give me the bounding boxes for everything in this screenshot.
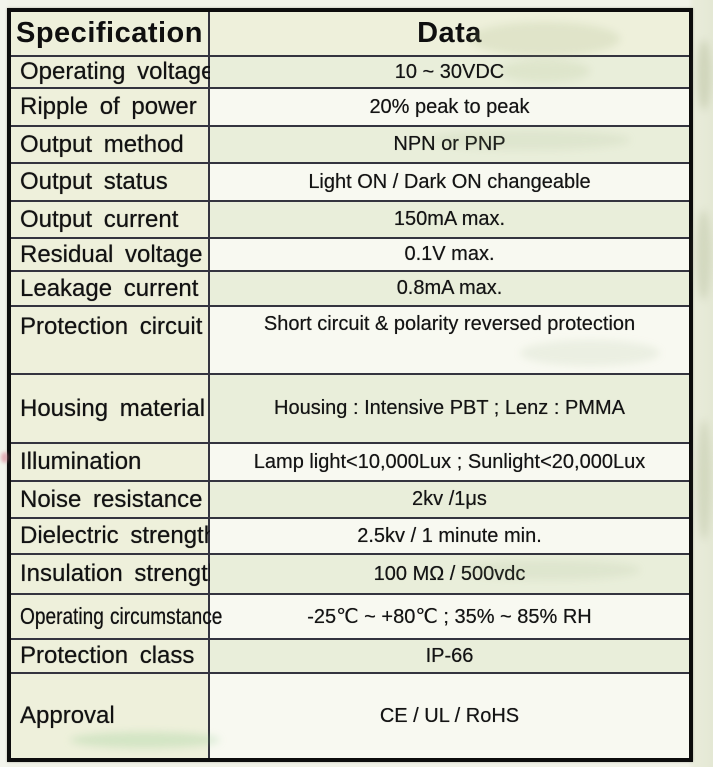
spec-cell: Noise resistance [11, 482, 210, 517]
table-row: Output status Light ON / Dark ON changea… [11, 164, 689, 202]
table-row: Output current 150mA max. [11, 202, 689, 239]
table-row: Ripple of power 20% peak to peak [11, 89, 689, 127]
spec-header-cell: Specification [11, 12, 210, 55]
table-row: Noise resistance 2kv /1μs [11, 482, 689, 519]
spec-cell: Illumination [11, 444, 210, 480]
data-cell: 20% peak to peak [210, 89, 689, 125]
data-value: 2kv /1μs [412, 488, 487, 510]
data-header-cell: Data [210, 12, 689, 55]
spec-label: Output status [20, 168, 168, 195]
table-row: Protection circuit Short circuit & polar… [11, 307, 689, 375]
spec-cell: Output current [11, 202, 210, 237]
data-value: 0.8mA max. [396, 277, 503, 299]
table-row: Leakage current 0.8mA max. [11, 272, 689, 307]
spec-cell: Output method [11, 127, 210, 162]
table-row: Housing material Housing : Intensive PBT… [11, 375, 689, 444]
spec-label: Leakage current [20, 274, 199, 302]
data-value: 100 MΩ / 500vdc [373, 562, 526, 585]
data-cell: Lamp light<10,000Lux ; Sunlight<20,000Lu… [210, 444, 689, 480]
spec-label: Illumination [20, 448, 142, 475]
spec-label: Output method [20, 130, 184, 158]
table-row: Operating voltage 10 ~ 30VDC [11, 57, 689, 89]
data-value: Light ON / Dark ON changeable [308, 170, 591, 193]
data-value: 10 ~ 30VDC [394, 60, 505, 83]
bleedthrough-artifact [696, 210, 711, 300]
specification-table: Specification Data Operating voltage 10 … [7, 8, 693, 762]
spec-cell: Approval [11, 674, 210, 758]
spec-label: Output current [20, 205, 179, 233]
data-cell: Light ON / Dark ON changeable [210, 164, 689, 200]
table-row: Approval CE / UL / RoHS [11, 674, 689, 758]
data-cell: 2kv /1μs [210, 482, 689, 517]
data-value: 0.1V max. [404, 243, 495, 265]
spec-cell: Output status [11, 164, 210, 200]
table-header-row: Specification Data [11, 12, 689, 57]
spec-label: Protection class [20, 642, 195, 669]
spec-label: Ripple of power [20, 93, 197, 120]
data-cell: Short circuit & polarity reversed protec… [210, 307, 689, 373]
data-cell: -25℃ ~ +80℃ ; 35% ~ 85% RH [210, 595, 689, 638]
spec-cell: Protection circuit [11, 307, 210, 373]
data-value: 2.5kv / 1 minute min. [357, 524, 542, 547]
spec-cell: Dielectric strength [11, 519, 217, 553]
table-row: Insulation strength 100 MΩ / 500vdc [11, 555, 689, 595]
data-value: CE / UL / RoHS [379, 704, 520, 727]
spec-cell: Operating voltage [11, 57, 214, 87]
spec-cell: Ripple of power [11, 89, 210, 125]
table-row: Output method NPN or PNP [11, 127, 689, 164]
spec-cell: Housing material [11, 375, 210, 442]
data-cell: 100 MΩ / 500vdc [210, 555, 689, 593]
table-row: Illumination Lamp light<10,000Lux ; Sunl… [11, 444, 689, 482]
spec-cell: Insulation strength [11, 555, 221, 593]
data-cell: CE / UL / RoHS [210, 674, 689, 758]
bleedthrough-artifact [697, 420, 711, 540]
spec-header-label: Specification [16, 17, 203, 49]
data-cell: NPN or PNP [210, 127, 689, 162]
spec-label: Dielectric strength [20, 522, 218, 549]
data-cell: IP-66 [210, 640, 689, 672]
spec-cell: Leakage current [11, 272, 210, 305]
spec-label: Insulation strength [20, 560, 222, 587]
data-cell: 150mA max. [210, 202, 689, 237]
spec-label: Approval [20, 702, 115, 729]
spec-cell: Protection class [11, 640, 210, 672]
data-cell: Housing : Intensive PBT ; Lenz : PMMA [210, 375, 689, 442]
data-value: Lamp light<10,000Lux ; Sunlight<20,000Lu… [253, 450, 646, 473]
data-cell: 2.5kv / 1 minute min. [210, 519, 689, 553]
data-value: IP-66 [425, 644, 474, 667]
spec-cell: Operating circumstance [11, 595, 222, 638]
spec-label: Housing material [20, 394, 206, 422]
spec-label: Operating circumstance [20, 603, 223, 629]
bleedthrough-artifact [697, 40, 711, 110]
spec-cell: Residual voltage [11, 239, 210, 270]
data-value: NPN or PNP [393, 133, 506, 155]
data-cell: 0.1V max. [210, 239, 689, 270]
spec-label: Operating voltage [20, 58, 215, 85]
data-value: Short circuit & polarity reversed protec… [263, 313, 636, 335]
data-value: 20% peak to peak [369, 95, 530, 118]
data-header-label: Data [417, 17, 482, 49]
table-row: Protection class IP-66 [11, 640, 689, 674]
data-cell: 0.8mA max. [210, 272, 689, 305]
table-row: Dielectric strength 2.5kv / 1 minute min… [11, 519, 689, 555]
data-value: 150mA max. [393, 208, 506, 230]
data-cell: 10 ~ 30VDC [210, 57, 689, 87]
data-value: -25℃ ~ +80℃ ; 35% ~ 85% RH [307, 606, 592, 628]
data-value: Housing : Intensive PBT ; Lenz : PMMA [274, 397, 625, 419]
spec-label: Protection circuit [20, 313, 203, 340]
spec-label: Residual voltage [20, 240, 203, 268]
table-row: Residual voltage 0.1V max. [11, 239, 689, 272]
table-row: Operating circumstance -25℃ ~ +80℃ ; 35%… [11, 595, 689, 640]
spec-label: Noise resistance [20, 485, 203, 513]
